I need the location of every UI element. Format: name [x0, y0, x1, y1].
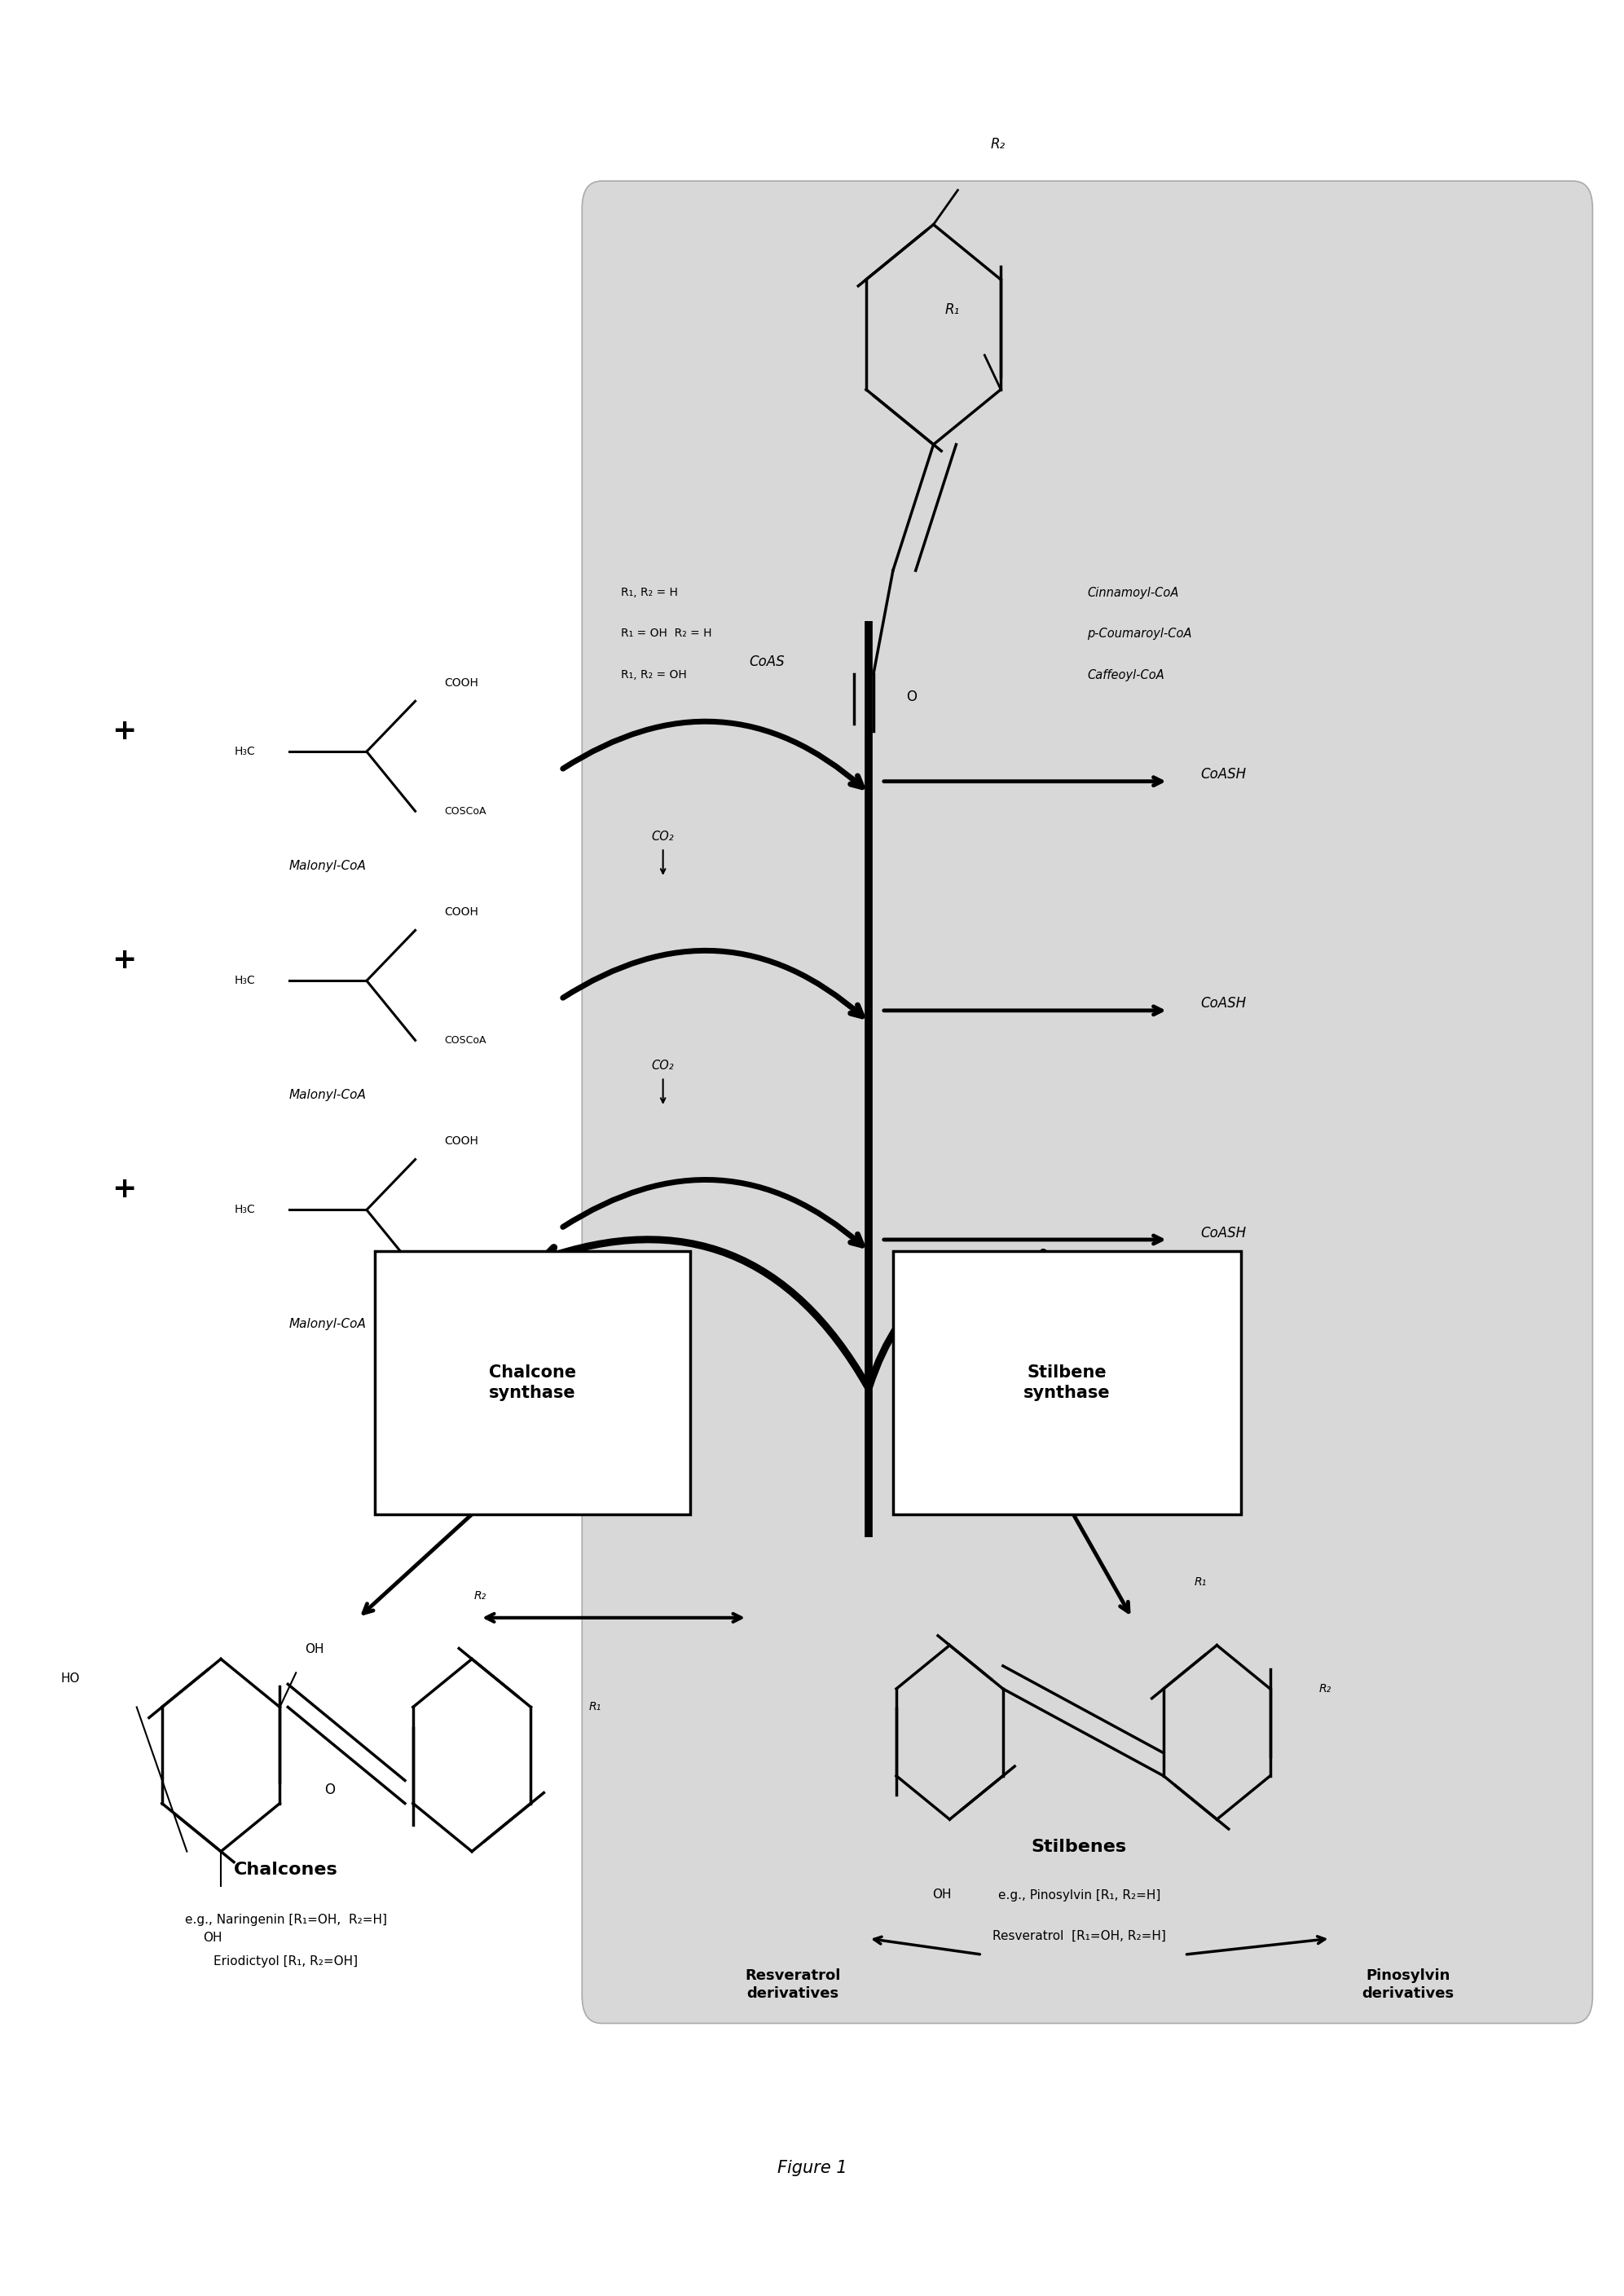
Text: R₂: R₂	[991, 138, 1005, 152]
Text: Figure 1: Figure 1	[778, 2161, 846, 2177]
Text: CoASH: CoASH	[1200, 767, 1246, 783]
Text: COSCoA: COSCoA	[445, 1265, 486, 1274]
Text: Chalcone
synthase: Chalcone synthase	[489, 1364, 577, 1401]
Text: O: O	[325, 1782, 335, 1798]
Text: O: O	[906, 689, 916, 705]
FancyBboxPatch shape	[375, 1251, 690, 1515]
Text: p-Coumaroyl-CoA: p-Coumaroyl-CoA	[1088, 627, 1192, 641]
Text: +: +	[112, 716, 136, 744]
Text: OH: OH	[305, 1644, 325, 1655]
Text: Chalcones: Chalcones	[234, 1862, 338, 1878]
Text: Malonyl-CoA: Malonyl-CoA	[289, 1088, 367, 1102]
Text: R₁, R₂ = OH: R₁, R₂ = OH	[620, 668, 687, 680]
Text: R₁, R₂ = H: R₁, R₂ = H	[620, 585, 677, 597]
Text: CO₂: CO₂	[651, 1058, 674, 1072]
Text: Resveratrol
derivatives: Resveratrol derivatives	[745, 1968, 840, 2000]
Text: OH: OH	[932, 1887, 952, 1901]
Text: H₃C: H₃C	[235, 746, 255, 758]
Text: Resveratrol  [R₁=OH, R₂=H]: Resveratrol [R₁=OH, R₂=H]	[992, 1931, 1166, 1942]
Text: Eriodictyol [R₁, R₂=OH]: Eriodictyol [R₁, R₂=OH]	[213, 1956, 357, 1968]
Text: R₁ = OH  R₂ = H: R₁ = OH R₂ = H	[620, 627, 711, 638]
Text: +: +	[112, 946, 136, 974]
Text: R₁: R₁	[945, 303, 960, 317]
Text: CO₂: CO₂	[651, 1288, 674, 1302]
Text: H₃C: H₃C	[235, 1203, 255, 1215]
Text: R₂: R₂	[1319, 1683, 1332, 1694]
Text: COSCoA: COSCoA	[445, 806, 486, 817]
Text: e.g., Pinosylvin [R₁, R₂=H]: e.g., Pinosylvin [R₁, R₂=H]	[999, 1890, 1161, 1901]
Text: HO: HO	[60, 1671, 80, 1685]
Text: H₃C: H₃C	[235, 976, 255, 987]
FancyBboxPatch shape	[581, 181, 1593, 2023]
Text: e.g., Naringenin [R₁=OH,  R₂=H]: e.g., Naringenin [R₁=OH, R₂=H]	[185, 1915, 387, 1926]
Text: COOH: COOH	[445, 907, 479, 918]
Text: CoASH: CoASH	[1200, 1226, 1246, 1240]
Text: Caffeoyl-CoA: Caffeoyl-CoA	[1088, 668, 1164, 682]
Text: R₂: R₂	[474, 1591, 486, 1603]
Text: Malonyl-CoA: Malonyl-CoA	[289, 861, 367, 872]
Text: R₁: R₁	[1195, 1577, 1207, 1589]
Text: Malonyl-CoA: Malonyl-CoA	[289, 1318, 367, 1332]
Text: Stilbene
synthase: Stilbene synthase	[1023, 1364, 1111, 1401]
FancyBboxPatch shape	[893, 1251, 1241, 1515]
Text: COSCoA: COSCoA	[445, 1035, 486, 1045]
Text: Stilbenes: Stilbenes	[1031, 1839, 1127, 1855]
Text: Pinosylvin
derivatives: Pinosylvin derivatives	[1363, 1968, 1453, 2000]
Text: +: +	[112, 1176, 136, 1203]
Text: R₁: R₁	[588, 1701, 601, 1713]
Text: Cinnamoyl-CoA: Cinnamoyl-CoA	[1088, 585, 1179, 599]
Text: COOH: COOH	[445, 1137, 479, 1146]
Text: CoASH: CoASH	[1200, 996, 1246, 1010]
Text: COOH: COOH	[445, 677, 479, 689]
Text: OH: OH	[203, 1931, 222, 1945]
Text: CoAS: CoAS	[749, 654, 784, 670]
Text: CO₂: CO₂	[651, 831, 674, 843]
